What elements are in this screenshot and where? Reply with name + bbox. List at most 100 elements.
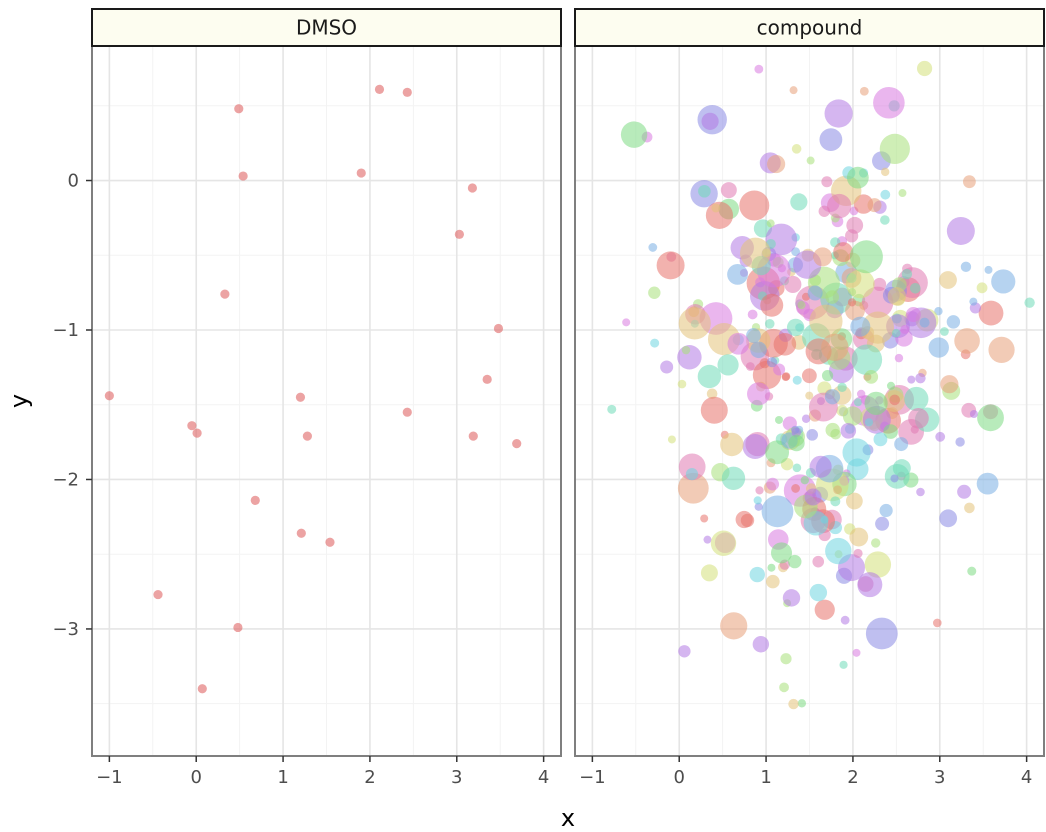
data-point [908, 407, 929, 429]
data-point [849, 527, 869, 547]
data-point [678, 307, 711, 340]
data-point [767, 563, 776, 572]
data-point [374, 84, 385, 94]
data-point [789, 86, 798, 95]
x-tick-label: 4 [538, 767, 549, 788]
data-point [805, 391, 814, 400]
data-point [875, 516, 890, 531]
data-point [742, 433, 768, 459]
x-tick-label: 0 [673, 767, 684, 788]
x-tick-label: −1 [579, 767, 606, 788]
data-point [402, 407, 412, 417]
data-point [701, 112, 719, 130]
data-point [767, 154, 786, 174]
data-point [187, 421, 197, 431]
data-point [735, 510, 753, 529]
data-point [295, 392, 306, 402]
data-point [220, 289, 230, 299]
data-point [760, 293, 784, 317]
data-point [788, 698, 799, 710]
data-point [234, 104, 244, 114]
data-point [901, 268, 913, 280]
data-point [939, 509, 958, 528]
data-point [685, 468, 699, 481]
data-point [963, 175, 976, 189]
data-point [976, 472, 999, 495]
data-point [720, 182, 737, 199]
data-point [957, 484, 972, 499]
data-point [827, 193, 852, 219]
data-point [940, 327, 949, 336]
data-point [755, 486, 764, 495]
data-point [620, 121, 648, 148]
data-point [797, 699, 807, 708]
x-tick-label: 2 [364, 767, 375, 788]
data-point [928, 337, 949, 358]
data-point [482, 374, 492, 384]
data-point [900, 324, 910, 335]
data-point [754, 502, 763, 511]
data-point [677, 472, 709, 504]
facet-strip-label: compound [757, 16, 863, 40]
data-point [788, 554, 802, 569]
data-point [710, 530, 737, 556]
data-point [850, 316, 871, 337]
data-point [797, 300, 806, 310]
data-point [856, 389, 866, 399]
data-point [747, 382, 771, 406]
data-point [648, 243, 658, 252]
x-tick-label: 0 [190, 767, 201, 788]
data-point [727, 332, 750, 355]
data-point [302, 431, 312, 441]
data-point [969, 409, 978, 418]
data-point [809, 304, 843, 338]
x-axis-title: x [561, 804, 575, 832]
data-point [764, 319, 775, 329]
data-point [889, 394, 900, 406]
data-point [880, 189, 891, 200]
data-point [840, 615, 850, 625]
data-point [991, 269, 1016, 294]
data-point [766, 477, 780, 491]
data-point [821, 370, 834, 382]
data-point [807, 285, 823, 301]
y-tick-label: −1 [52, 320, 79, 341]
data-point [821, 333, 849, 362]
data-point [801, 368, 817, 384]
data-point [830, 496, 841, 507]
data-point [766, 574, 780, 589]
data-point [607, 404, 617, 414]
data-point [801, 414, 811, 423]
data-point [717, 354, 739, 376]
x-tick-label: 4 [1021, 767, 1032, 788]
data-point [825, 290, 839, 304]
points-compound [607, 60, 1035, 710]
facet-strip-label: DMSO [296, 16, 357, 40]
data-point [845, 229, 859, 243]
x-tick-label: 3 [451, 767, 462, 788]
facet-panel-compound: compound −1 0 1 2 3 4 [574, 8, 1045, 788]
data-point [792, 375, 802, 385]
data-point [853, 398, 862, 407]
data-point [847, 298, 857, 307]
x-tick-label: 3 [934, 767, 945, 788]
data-point [766, 357, 778, 368]
data-point [622, 318, 631, 327]
data-point [879, 133, 910, 164]
data-point [907, 375, 916, 384]
data-point [845, 269, 875, 299]
data-point [806, 156, 815, 165]
data-point [919, 317, 930, 328]
data-point [667, 435, 676, 444]
data-point [792, 463, 802, 473]
data-point [857, 572, 883, 598]
data-point [806, 429, 819, 441]
x-tick-label: −1 [96, 767, 123, 788]
data-point [879, 503, 893, 518]
data-point [753, 496, 762, 505]
data-point [711, 203, 721, 213]
data-point [780, 653, 792, 665]
data-point [898, 189, 907, 198]
data-point [648, 286, 661, 299]
data-point [703, 535, 712, 544]
